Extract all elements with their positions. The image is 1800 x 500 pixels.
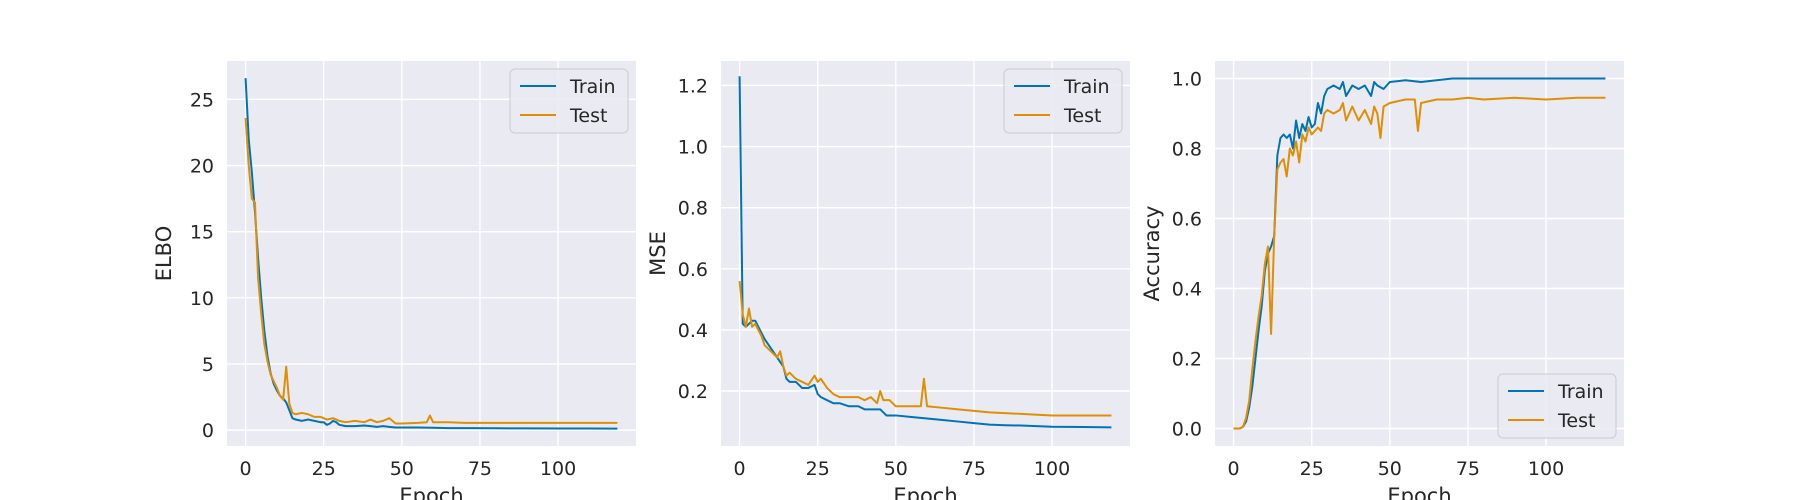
y-tick-label: 1.2 (678, 75, 708, 97)
x-tick-label: 25 (806, 458, 830, 480)
x-tick-label: 75 (468, 458, 492, 480)
y-tick-label: 0.2 (678, 381, 708, 403)
y-tick-label: 0.8 (1172, 139, 1202, 161)
legend-label-train: Train (569, 76, 616, 98)
x-axis-label: Epoch (893, 484, 957, 500)
y-tick-label: 0.4 (678, 320, 708, 342)
y-tick-label: 1.0 (1172, 69, 1202, 91)
y-tick-label: 1.0 (678, 137, 708, 159)
y-tick-label: 20 (190, 156, 214, 178)
gridlines (1215, 61, 1624, 446)
x-tick-label: 25 (312, 458, 336, 480)
y-tick-label: 25 (190, 89, 214, 111)
y-tick-label: 0.4 (1172, 279, 1202, 301)
y-axis-label: MSE (646, 231, 670, 276)
y-tick-label: 0.0 (1172, 419, 1202, 441)
chart-panel-2: 0 25 50 75 100 0.2 0.4 0.6 0.8 1.0 1.2 Epoch MSE Trai… (646, 61, 1130, 500)
x-axis-label: Epoch (1387, 484, 1451, 500)
series-line-test (244, 117, 618, 425)
legend-label-train: Train (1063, 76, 1110, 98)
x-tick-label: 0 (734, 458, 746, 480)
y-tick-label: 0 (202, 420, 214, 442)
legend: Train Test (1003, 68, 1123, 134)
legend-label-test: Test (1557, 410, 1595, 432)
y-tick-label: 10 (190, 288, 214, 310)
x-tick-label: 50 (884, 458, 908, 480)
chart-panel-3: 0 25 50 75 100 0.0 0.2 0.4 0.6 0.8 1.0 Epoch Accurac… (1140, 61, 1624, 500)
x-tick-label: 75 (962, 458, 986, 480)
x-tick-label: 25 (1300, 458, 1324, 480)
series-line-test (1233, 96, 1606, 430)
tick-labels: 0 25 50 75 100 0.2 0.4 0.6 0.8 1.0 1.2 (678, 75, 1070, 480)
y-tick-label: 0.6 (1172, 209, 1202, 231)
chart-panel-1: 0 25 50 75 100 0 5 10 15 20 25 Epoch ELBO Train Test (152, 61, 636, 500)
legend-label-train: Train (1557, 381, 1604, 403)
y-tick-label: 15 (190, 222, 214, 244)
tick-labels: 0 25 50 75 100 0 5 10 15 20 25 (190, 89, 576, 480)
series-lines (244, 78, 618, 430)
y-tick-label: 0.2 (1172, 349, 1202, 371)
series-line-test (738, 280, 1112, 417)
series-line-train (738, 76, 1112, 429)
x-tick-label: 0 (240, 458, 252, 480)
x-tick-label: 0 (1228, 458, 1240, 480)
legend: Train Test (509, 68, 629, 134)
y-tick-label: 5 (202, 354, 214, 376)
x-tick-label: 50 (390, 458, 414, 480)
tick-labels: 0 25 50 75 100 0.0 0.2 0.4 0.6 0.8 1.0 (1172, 69, 1564, 481)
x-axis-label: Epoch (399, 484, 463, 500)
x-tick-label: 75 (1456, 458, 1480, 480)
series-lines (738, 76, 1112, 429)
series-lines (1233, 77, 1606, 430)
legend-label-test: Test (1063, 105, 1101, 127)
x-tick-label: 100 (540, 458, 576, 480)
x-tick-label: 100 (1034, 458, 1070, 480)
x-tick-label: 50 (1378, 458, 1402, 480)
y-axis-label: ELBO (152, 226, 176, 282)
legend-label-test: Test (569, 105, 607, 127)
y-tick-label: 0.6 (678, 259, 708, 281)
x-tick-label: 100 (1528, 458, 1564, 480)
y-tick-label: 0.8 (678, 198, 708, 220)
legend: Train Test (1497, 373, 1617, 439)
y-axis-label: Accuracy (1140, 206, 1164, 302)
